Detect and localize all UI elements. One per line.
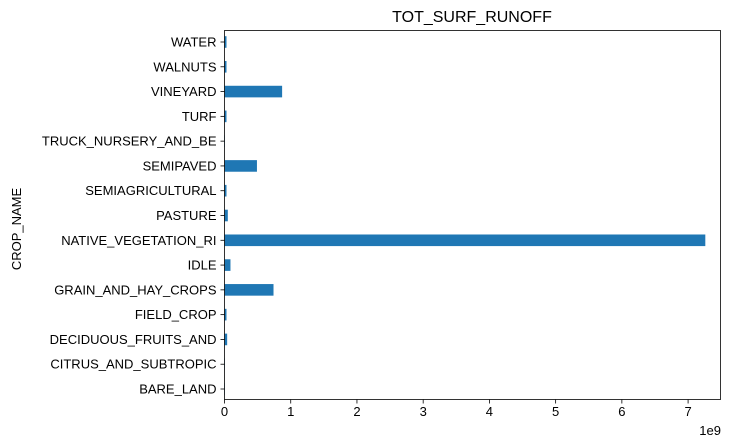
x-tick-label: 2 (353, 404, 360, 419)
y-tick-label: NATIVE_VEGETATION_RI (61, 233, 216, 248)
bar-native-vegetation-ri (224, 234, 706, 247)
bar-vineyard (224, 85, 283, 98)
y-tick-label: WALNUTS (153, 59, 216, 74)
bar-turf (224, 110, 227, 123)
y-tick-label: TURF (182, 109, 217, 124)
y-tick-label: DECIDUOUS_FRUITS_AND (50, 332, 217, 347)
x-tick-label: 7 (684, 404, 691, 419)
chart-title: TOT_SURF_RUNOFF (392, 9, 552, 26)
y-tick-label: FIELD_CROP (135, 307, 217, 322)
y-tick-label: SEMIAGRICULTURAL (85, 183, 216, 198)
plot-frame (224, 30, 721, 400)
x-tick-label: 0 (221, 404, 228, 419)
y-tick-label: PASTURE (156, 208, 217, 223)
y-tick-label: IDLE (188, 258, 217, 273)
x-tick-label: 4 (486, 404, 493, 419)
x-tick-label: 5 (552, 404, 559, 419)
bar-series (224, 36, 706, 395)
y-tick-label: WATER (171, 35, 217, 50)
y-tick-label: SEMIPAVED (143, 158, 217, 173)
x-tick-label: 1 (287, 404, 294, 419)
bar-deciduous-fruits-and (224, 333, 228, 346)
y-tick-label: VINEYARD (151, 84, 217, 99)
x-axis-multiplier: 1e9 (699, 423, 721, 438)
bar-pasture (224, 209, 228, 222)
y-tick-label: BARE_LAND (139, 382, 216, 397)
y-tick-label: TRUCK_NURSERY_AND_BE (42, 134, 217, 149)
y-axis-label: CROP_NAME (9, 188, 24, 271)
x-tick-label: 3 (420, 404, 427, 419)
y-tick-label: CITRUS_AND_SUBTROPIC (50, 357, 216, 372)
bar-water (224, 36, 227, 48)
x-tick-label: 6 (618, 404, 625, 419)
bar-idle (224, 259, 231, 271)
x-axis-ticks: 0 1 2 3 4 5 6 7 (221, 399, 692, 419)
y-tick-label: GRAIN_AND_HAY_CROPS (54, 282, 217, 297)
bar-field-crop (224, 308, 227, 321)
bar-grain-and-hay-crops (224, 284, 274, 296)
bar-walnuts (224, 60, 227, 73)
bar-semiagricultural (224, 184, 227, 197)
bar-semipaved (224, 160, 257, 172)
y-axis-ticks: BARE_LAND CITRUS_AND_SUBTROPIC DECIDUOUS_F… (42, 35, 225, 397)
